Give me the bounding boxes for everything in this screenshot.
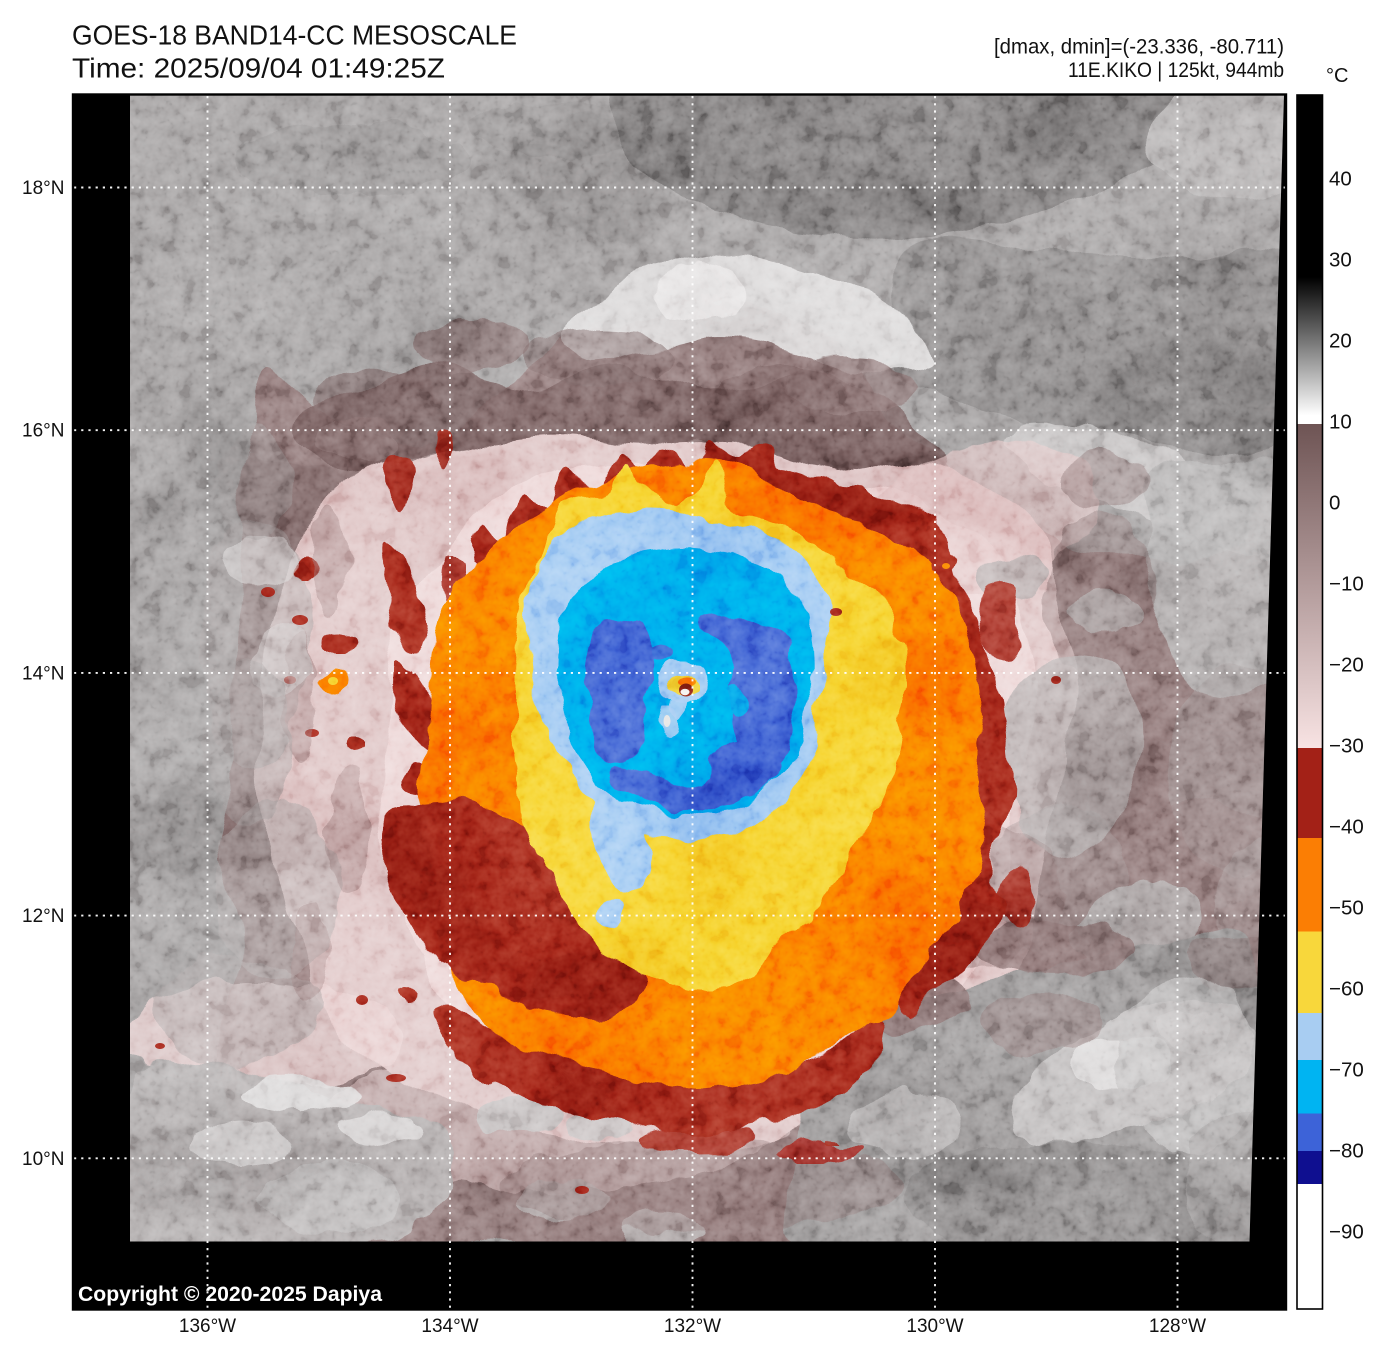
svg-text:30: 30 [1329,249,1352,272]
svg-text:−60: −60 [1329,978,1364,1001]
svg-text:10: 10 [1329,411,1352,434]
svg-text:10°N: 10°N [22,1149,64,1170]
svg-text:Copyright © 2020-2025 Dapiya: Copyright © 2020-2025 Dapiya [78,1282,383,1306]
svg-text:40: 40 [1329,168,1352,191]
svg-text:−10: −10 [1329,573,1364,596]
svg-text:[dmax, dmin]=(-23.336, -80.711: [dmax, dmin]=(-23.336, -80.711) [994,36,1284,59]
svg-text:0: 0 [1329,492,1340,515]
svg-text:18°N: 18°N [22,178,64,199]
svg-text:14°N: 14°N [22,664,64,685]
svg-text:−50: −50 [1329,897,1364,920]
svg-text:134°W: 134°W [421,1316,478,1337]
svg-text:−20: −20 [1329,654,1364,677]
svg-text:20: 20 [1329,330,1352,353]
svg-text:12°N: 12°N [22,906,64,927]
svg-text:132°W: 132°W [664,1316,721,1337]
svg-text:GOES-18 BAND14-CC MESOSCALE: GOES-18 BAND14-CC MESOSCALE [72,20,517,51]
svg-text:Time: 2025/09/04 01:49:25Z: Time: 2025/09/04 01:49:25Z [72,53,445,84]
svg-text:−40: −40 [1329,816,1364,839]
svg-text:128°W: 128°W [1149,1316,1206,1337]
svg-text:−70: −70 [1329,1059,1364,1082]
svg-text:136°W: 136°W [179,1316,236,1337]
svg-text:130°W: 130°W [906,1316,963,1337]
svg-text:16°N: 16°N [22,421,64,442]
svg-text:−80: −80 [1329,1140,1364,1163]
svg-text:−90: −90 [1329,1221,1364,1244]
svg-text:°C: °C [1326,65,1348,87]
svg-text:−30: −30 [1329,735,1364,758]
svg-text:11E.KIKO | 125kt, 944mb: 11E.KIKO | 125kt, 944mb [1068,59,1284,82]
